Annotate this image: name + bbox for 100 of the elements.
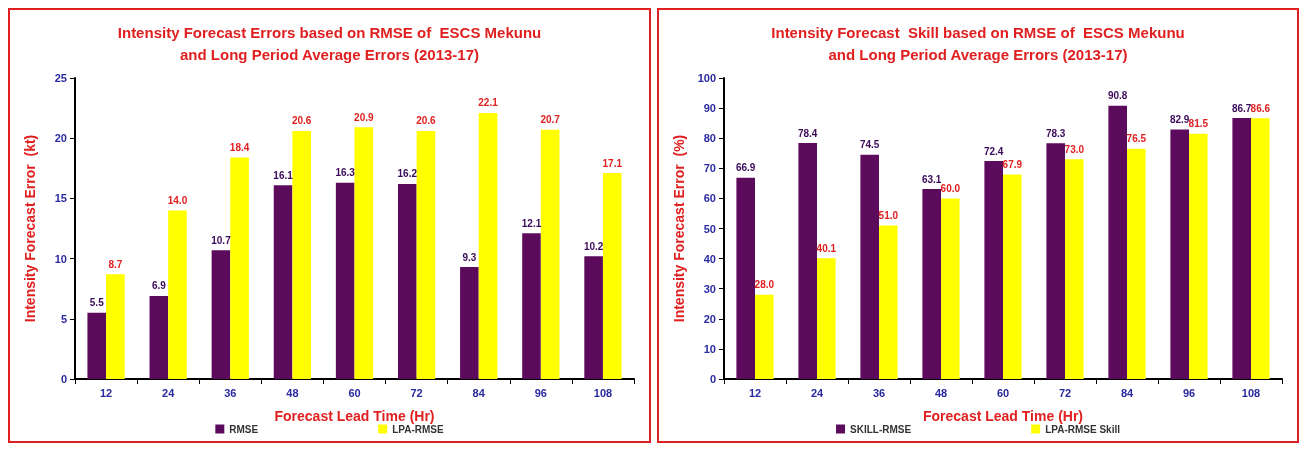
bar [354, 127, 374, 379]
legend-label: SKILL-RMSE [850, 423, 912, 435]
data-label: 67.9 [1002, 159, 1023, 171]
bar [416, 130, 436, 379]
data-label: 6.9 [151, 280, 167, 292]
data-label: 20.6 [416, 115, 437, 127]
y-tick-label: 30 [703, 282, 716, 295]
bar [817, 258, 836, 379]
bar [1170, 129, 1189, 379]
bar [584, 256, 603, 379]
y-tick-label: 60 [703, 192, 716, 205]
y-tick-label: 20 [54, 132, 67, 145]
data-label: 66.9 [735, 162, 756, 174]
data-label: 10.2 [583, 240, 604, 252]
bar [292, 130, 312, 379]
bar [1189, 133, 1208, 379]
y-tick-label: 50 [703, 222, 716, 235]
data-label: 74.5 [859, 139, 880, 151]
x-tick-label: 72 [1058, 386, 1072, 399]
x-tick-label: 12 [99, 386, 113, 399]
data-label: 51.0 [878, 209, 899, 221]
bar [397, 183, 417, 379]
y-tick-label: 70 [703, 162, 716, 175]
data-label: 9.3 [462, 251, 477, 263]
bar [149, 295, 169, 379]
data-label: 78.3 [1045, 127, 1066, 139]
bar [798, 143, 817, 379]
bar [230, 157, 249, 379]
bar [922, 189, 941, 379]
y-axis-title: Intensity Forecast Error (%) [671, 134, 687, 323]
bar [941, 198, 960, 379]
x-tick-label: 36 [872, 386, 886, 399]
x-tick-label: 60 [348, 386, 361, 399]
bar [168, 210, 187, 379]
y-tick-label: 0 [709, 373, 716, 385]
data-label: 76.5 [1126, 133, 1147, 145]
data-label: 16.2 [397, 168, 418, 180]
y-tick-label: 0 [60, 373, 67, 385]
x-tick-label: 12 [748, 386, 762, 399]
data-label: 20.7 [540, 114, 561, 126]
y-tick-label: 10 [703, 342, 716, 355]
data-label: 12.1 [521, 217, 542, 229]
x-tick-label: 84 [1120, 386, 1134, 399]
y-tick-label: 20 [703, 312, 716, 325]
legend-label: LPA-RMSE [392, 423, 445, 435]
x-axis-title: Forecast Lead Time (Hr) [922, 408, 1084, 424]
bar [273, 185, 293, 379]
bar [1003, 174, 1022, 379]
data-label: 20.6 [291, 115, 312, 127]
legend-label: RMSE [229, 423, 259, 435]
data-label: 16.3 [335, 167, 356, 179]
data-label: 63.1 [921, 173, 942, 185]
x-tick-label: 84 [472, 386, 486, 399]
data-label: 5.5 [89, 297, 105, 309]
y-tick-label: 100 [697, 72, 716, 84]
bar [1232, 118, 1251, 379]
data-label: 86.6 [1250, 102, 1271, 114]
data-label: 81.5 [1188, 118, 1209, 130]
data-label: 86.7 [1231, 102, 1252, 114]
bar [211, 250, 231, 379]
chart-title: Intensity Forecast Errors based on RMSE of ESCS Mekunu and Long Period Average Errors (2013-17) [117, 23, 542, 63]
data-label: 78.4 [797, 127, 818, 139]
data-label: 72.4 [983, 145, 1004, 157]
x-tick-label: 96 [1182, 386, 1196, 399]
bar [106, 274, 125, 379]
bar [540, 129, 560, 379]
bar [1127, 148, 1146, 379]
data-label: 73.0 [1064, 143, 1085, 155]
bar [1251, 118, 1270, 379]
data-label: 90.8 [1107, 90, 1128, 102]
bar [1108, 105, 1127, 379]
chart-title: Intensity Forecast Skill based on RMSE of ESCS Mekunu and Long Period Average Errors (2013-17) [771, 23, 1185, 63]
y-tick-label: 40 [703, 252, 716, 265]
x-tick-label: 24 [162, 386, 176, 399]
y-tick-label: 15 [54, 192, 67, 205]
x-tick-label: 96 [534, 386, 547, 399]
bar [1046, 143, 1065, 379]
y-tick-label: 90 [703, 102, 716, 115]
bar [522, 233, 541, 379]
y-tick-label: 80 [703, 132, 716, 145]
data-label: 8.7 [108, 258, 123, 270]
x-tick-label: 48 [934, 386, 948, 399]
y-tick-label: 5 [60, 312, 67, 325]
bar [478, 112, 498, 379]
bar [879, 225, 898, 379]
data-label: 60.0 [940, 182, 961, 194]
bar [335, 182, 355, 379]
data-label: 14.0 [167, 194, 188, 206]
bar [602, 173, 622, 379]
data-label: 82.9 [1169, 113, 1190, 125]
x-tick-label: 108 [1241, 386, 1261, 399]
x-tick-label: 24 [810, 386, 824, 399]
x-tick-label: 108 [593, 386, 613, 399]
x-tick-label: 72 [410, 386, 423, 399]
bar [755, 294, 774, 379]
bar [87, 312, 107, 379]
data-label: 22.1 [478, 97, 499, 109]
data-label: 20.9 [354, 111, 374, 123]
bar [1065, 159, 1084, 379]
x-tick-label: 48 [286, 386, 299, 399]
